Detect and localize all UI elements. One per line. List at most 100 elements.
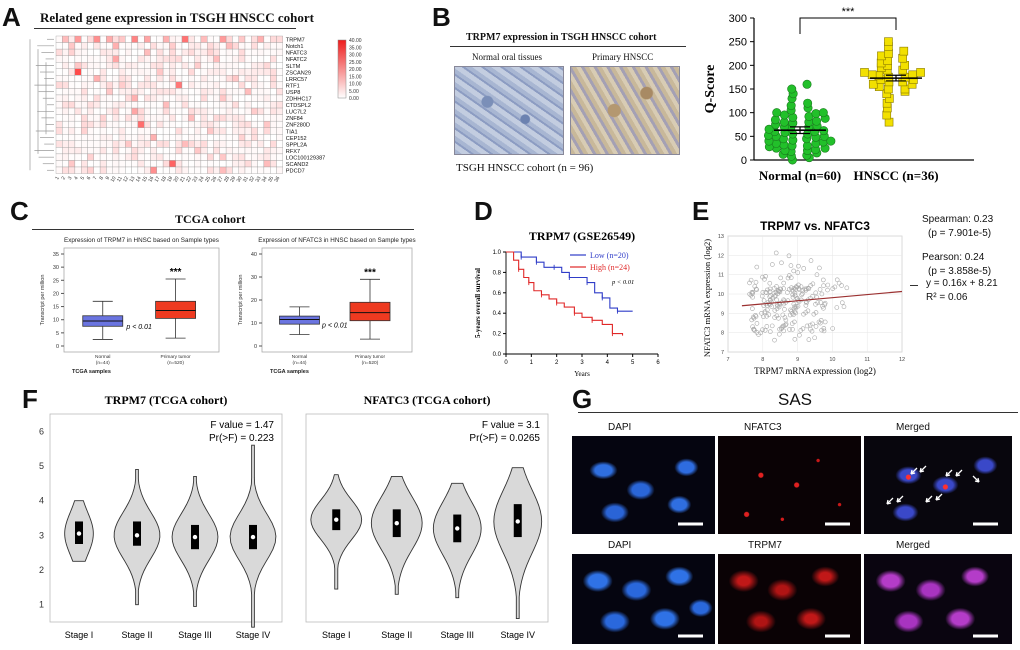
heatmap-cell [125, 62, 132, 69]
heatmap-cell [118, 68, 126, 76]
arrow-icon [972, 475, 980, 483]
heatmap-cell [257, 94, 265, 102]
y-tick-label: 11 [718, 273, 724, 279]
heatmap-cell [62, 94, 69, 102]
y-tick-label: 1.0 [493, 250, 502, 256]
normal-point [772, 108, 782, 118]
heatmap-cell [150, 134, 157, 141]
heatmap-cell [55, 42, 63, 50]
heatmap-col-label: 5 [79, 175, 86, 181]
normal-point [787, 84, 797, 94]
heatmap-cell [144, 101, 151, 109]
violin-median [455, 526, 460, 531]
heatmap-cell [188, 120, 195, 128]
heatmap-cell [270, 127, 277, 135]
heatmap-cell [74, 62, 82, 69]
data-point [761, 298, 767, 303]
heatmap-cell [87, 48, 94, 56]
violin-shape [493, 467, 543, 619]
heatmap-cell [263, 153, 271, 161]
heatmap-chart: TRPM7Notch1NFATC3NFATC2SLTMZSCAN29LRRC57… [29, 35, 362, 183]
label-row1-dapi: DAPI [608, 422, 632, 433]
tcga-title-underline [32, 229, 414, 230]
heatmap-cell [112, 75, 120, 83]
heatmap-cell [156, 114, 164, 122]
heatmap-cell [175, 114, 183, 122]
box-label: Normal [292, 354, 307, 360]
x-tick-label: 0 [504, 360, 508, 366]
heatmap-cell [169, 81, 176, 89]
heatmap-cell [219, 160, 227, 168]
heatmap-cell [74, 68, 82, 76]
heatmap-cell [62, 107, 69, 115]
data-point [808, 258, 814, 263]
heatmap-cell [81, 140, 88, 148]
heatmap-cell [169, 75, 176, 83]
heatmap-cell [251, 107, 258, 115]
heatmap-cell [106, 147, 113, 155]
colorbar-tick: 40.00 [349, 38, 362, 44]
heatmap-cell [112, 42, 120, 50]
arrow-icon [919, 465, 927, 473]
y-tick-label: 50 [735, 131, 747, 143]
significance-stars: *** [170, 267, 182, 278]
heatmap-cell [276, 160, 283, 168]
heatmap-cell [175, 42, 183, 50]
heatmap-cell [137, 134, 145, 141]
heatmap-cell [257, 166, 265, 174]
heatmap-cell [207, 42, 214, 50]
violin-median [76, 531, 82, 536]
data-point [774, 313, 780, 319]
heatmap-row-label: CTDSPL2 [286, 103, 311, 109]
heatmap-cell [207, 160, 214, 168]
heatmap-cell [232, 127, 239, 135]
heatmap-cell [238, 166, 246, 174]
heatmap-cell [162, 68, 170, 76]
heatmap-col-label: 31 [242, 175, 250, 183]
heatmap-cell [188, 88, 195, 96]
heatmap-cell [112, 62, 120, 69]
heatmap-cell [125, 107, 132, 115]
y-axis-label: Q-Score [703, 65, 718, 114]
heatmap-cell [125, 147, 132, 155]
heatmap-cell [125, 166, 132, 174]
heatmap-cell [188, 140, 195, 148]
x-tick-label: 12 [899, 357, 905, 363]
heatmap-cell [251, 35, 258, 43]
data-point [819, 291, 825, 297]
y-tick-label: 300 [729, 13, 747, 25]
heatmap-cell [125, 160, 132, 168]
data-point [780, 312, 786, 318]
heatmap-cell [62, 42, 69, 50]
heatmap-cell [175, 68, 183, 76]
heatmap-cell [200, 88, 208, 96]
data-point [772, 294, 778, 299]
heatmap-cell [213, 160, 220, 168]
data-point [764, 324, 770, 329]
y-tick-label: 0.0 [493, 352, 502, 358]
legend-label: High (n=24) [590, 263, 630, 272]
heatmap-cell [200, 75, 208, 83]
x-tick-label: 6 [656, 360, 660, 366]
heatmap-cell [181, 68, 189, 76]
heatmap-cell [188, 114, 195, 122]
heatmap-cell [213, 140, 220, 148]
heatmap-cell [219, 42, 227, 50]
heatmap-row-label: Notch1 [286, 44, 304, 50]
data-point [781, 286, 786, 291]
heatmap-cell [257, 75, 265, 83]
heatmap-cell [93, 120, 101, 128]
heatmap-cell [62, 75, 69, 83]
heatmap-cell [87, 81, 94, 89]
heatmap-cell [112, 48, 120, 56]
data-point [805, 308, 811, 314]
data-point [821, 328, 827, 334]
heatmap-cell [150, 75, 157, 83]
data-point [792, 309, 797, 314]
heatmap-cell [188, 42, 195, 50]
colorbar-tick: 5.00 [349, 89, 359, 95]
heatmap-cell [188, 35, 195, 43]
stage-label: Stage II [121, 630, 152, 640]
heatmap-cell [200, 160, 208, 168]
heatmap-row-label: SCAND2 [286, 162, 309, 168]
